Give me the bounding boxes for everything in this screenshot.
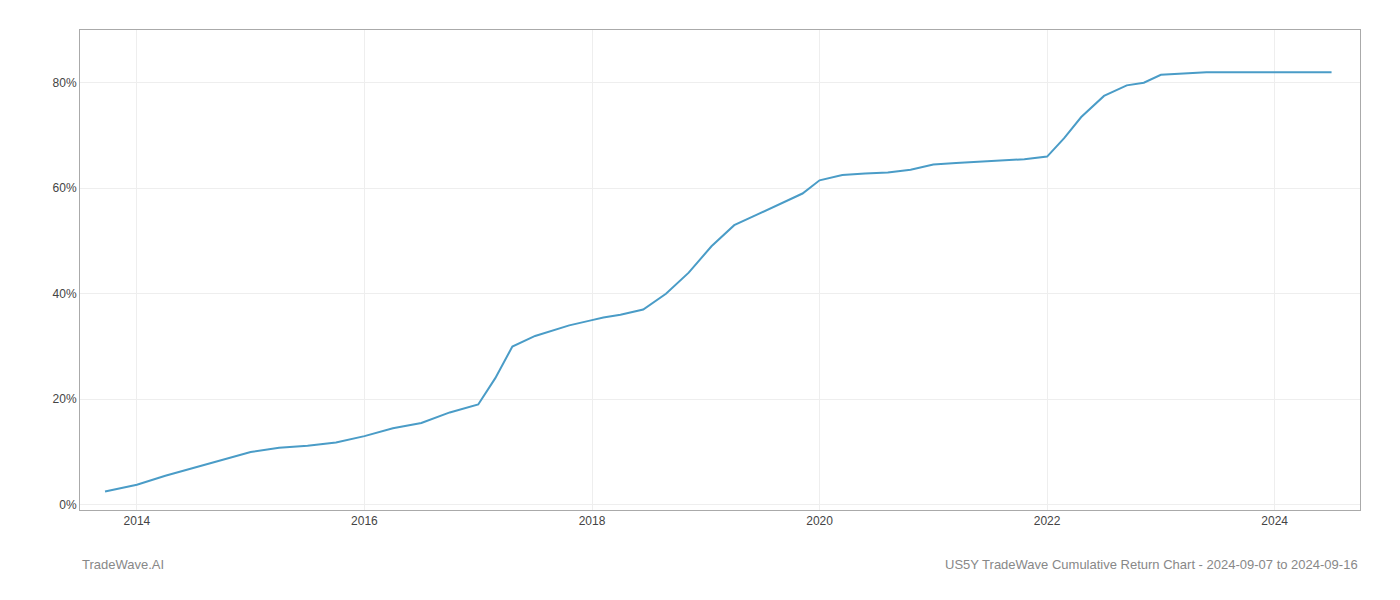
- svg-text:60%: 60%: [53, 181, 77, 195]
- svg-text:2014: 2014: [124, 514, 151, 528]
- svg-text:2020: 2020: [806, 514, 833, 528]
- svg-text:80%: 80%: [53, 76, 77, 90]
- svg-text:TradeWave.AI: TradeWave.AI: [82, 557, 164, 572]
- svg-text:40%: 40%: [53, 287, 77, 301]
- svg-text:2022: 2022: [1034, 514, 1061, 528]
- svg-text:2018: 2018: [579, 514, 606, 528]
- svg-text:20%: 20%: [53, 392, 77, 406]
- svg-text:US5Y TradeWave Cumulative Retu: US5Y TradeWave Cumulative Return Chart -…: [945, 557, 1358, 572]
- svg-text:0%: 0%: [59, 498, 77, 512]
- svg-text:2024: 2024: [1261, 514, 1288, 528]
- svg-text:2016: 2016: [351, 514, 378, 528]
